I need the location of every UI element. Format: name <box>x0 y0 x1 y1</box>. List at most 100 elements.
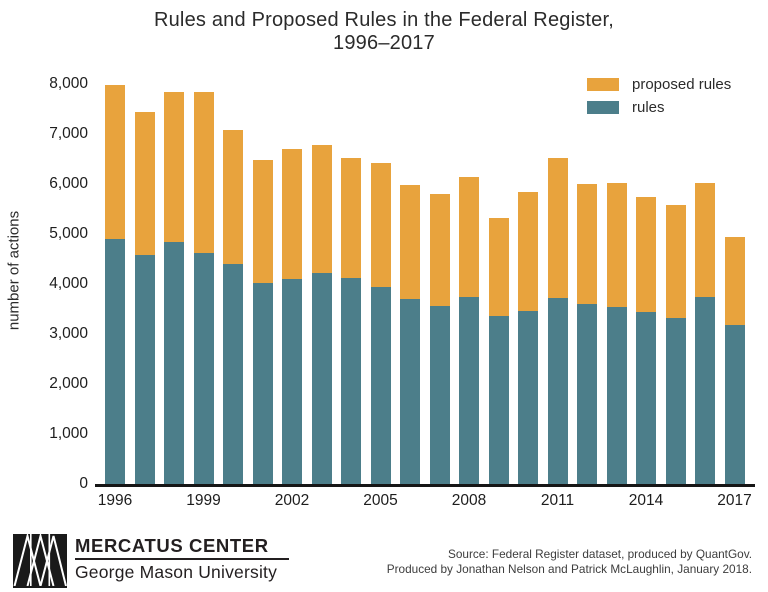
bar-segment-rules-2013 <box>606 307 627 484</box>
bar-2012 <box>577 183 597 484</box>
bar-segment-proposed-2016 <box>695 183 715 297</box>
bar-segment-proposed-2005 <box>370 163 391 287</box>
x-tick-2017: 2017 <box>717 492 752 509</box>
bar-2006 <box>400 184 420 484</box>
bar-segment-proposed-1996 <box>105 85 125 239</box>
bar-1997 <box>134 111 155 484</box>
plot-area <box>97 84 753 484</box>
bar-segment-rules-2001 <box>252 282 273 484</box>
bar-segment-rules-2006 <box>400 298 420 484</box>
x-tick-2011: 2011 <box>540 492 575 509</box>
bar-segment-rules-1998 <box>164 241 184 484</box>
legend-item-proposed-rules: proposed rules <box>587 77 731 92</box>
bar-2002 <box>282 149 302 484</box>
brand-divider <box>75 558 289 560</box>
y-tick-8000: 8,000 <box>49 75 88 92</box>
bar-segment-rules-2015 <box>665 317 686 484</box>
x-tick-2014: 2014 <box>628 492 664 509</box>
bar-segment-rules-2008 <box>459 297 479 484</box>
bar-1996 <box>105 85 125 484</box>
bar-2000 <box>223 130 243 484</box>
bar-segment-proposed-2017 <box>724 236 745 325</box>
chart-title: Rules and Proposed Rules in the Federal … <box>0 9 768 55</box>
bar-2015 <box>665 205 686 484</box>
y-tick-1000: 1,000 <box>49 425 88 442</box>
chart-title-line2: 1996–2017 <box>333 32 435 54</box>
bar-segment-proposed-2011 <box>547 157 568 298</box>
bar-2017 <box>724 236 745 484</box>
bar-1998 <box>164 92 184 484</box>
bar-segment-rules-2000 <box>223 264 243 484</box>
legend-swatch-icon <box>587 78 619 91</box>
x-tick-1999: 1999 <box>186 492 221 509</box>
source-line1: Source: Federal Register dataset, produc… <box>447 547 752 561</box>
y-axis-label: number of actions <box>5 210 23 331</box>
bar-segment-proposed-2007 <box>429 193 450 306</box>
brand-university: George Mason University <box>75 562 278 582</box>
legend-swatch-icon <box>587 101 619 114</box>
bar-2004 <box>341 158 361 484</box>
bar-segment-rules-2009 <box>488 315 509 484</box>
bar-segment-proposed-2004 <box>341 158 361 278</box>
bar-segment-proposed-2015 <box>665 205 686 318</box>
legend-label: proposed rules <box>632 76 732 93</box>
y-tick-6000: 6,000 <box>49 175 88 192</box>
bar-2016 <box>695 183 715 484</box>
bar-2001 <box>252 160 273 484</box>
bar-segment-proposed-2000 <box>223 130 243 264</box>
x-tick-2008: 2008 <box>451 492 487 509</box>
bar-segment-proposed-2002 <box>282 149 302 279</box>
y-tick-0: 0 <box>79 475 88 492</box>
chart-title-line1: Rules and Proposed Rules in the Federal … <box>153 9 615 31</box>
bar-segment-proposed-2014 <box>636 197 656 312</box>
bar-segment-proposed-1999 <box>193 92 214 253</box>
y-tick-4000: 4,000 <box>49 275 88 292</box>
bar-segment-rules-2016 <box>695 297 715 484</box>
mercatus-triangles-logo <box>13 534 67 588</box>
bar-segment-proposed-2012 <box>577 183 597 304</box>
bar-segment-rules-2007 <box>429 306 450 484</box>
bar-2009 <box>488 217 509 484</box>
bar-2003 <box>311 145 332 484</box>
bar-2014 <box>636 197 656 484</box>
bar-segment-proposed-2001 <box>252 160 273 283</box>
brand-name: MERCATUS CENTER <box>75 535 269 556</box>
bar-segment-proposed-1998 <box>164 92 184 242</box>
bar-segment-rules-1999 <box>193 253 214 484</box>
bar-segment-rules-2010 <box>518 311 538 484</box>
bar-segment-rules-2014 <box>636 312 656 484</box>
mercatus-brand-block: MERCATUS CENTER George Mason University <box>75 535 305 582</box>
bar-2007 <box>429 193 450 484</box>
bar-segment-rules-2005 <box>370 286 391 484</box>
bar-2008 <box>459 177 479 484</box>
y-tick-5000: 5,000 <box>49 225 88 242</box>
bar-segment-rules-2004 <box>341 277 361 484</box>
bar-segment-rules-2011 <box>547 298 568 484</box>
bar-segment-rules-2002 <box>282 278 302 484</box>
x-axis-line <box>95 484 755 487</box>
bar-segment-proposed-2006 <box>400 184 420 299</box>
x-tick-1996: 1996 <box>97 492 133 509</box>
y-tick-2000: 2,000 <box>49 375 88 392</box>
bar-1999 <box>193 92 214 484</box>
bar-segment-proposed-1997 <box>134 111 155 255</box>
y-tick-7000: 7,000 <box>49 125 88 142</box>
bar-2010 <box>518 192 538 484</box>
bar-segment-proposed-2013 <box>606 182 627 307</box>
bar-2013 <box>606 182 627 484</box>
bar-segment-rules-2017 <box>724 325 745 484</box>
bar-segment-rules-1996 <box>105 239 125 484</box>
y-tick-3000: 3,000 <box>49 325 88 342</box>
x-tick-2002: 2002 <box>274 492 310 509</box>
legend-item-rules: rules <box>587 100 731 115</box>
legend-label: rules <box>632 99 665 116</box>
bar-segment-proposed-2008 <box>459 177 479 297</box>
bar-2005 <box>370 163 391 484</box>
bar-segment-proposed-2009 <box>488 217 509 316</box>
bar-segment-proposed-2003 <box>311 145 332 273</box>
bar-segment-proposed-2010 <box>518 192 538 311</box>
bar-segment-rules-2012 <box>577 304 597 484</box>
x-tick-2005: 2005 <box>363 492 398 509</box>
bar-2011 <box>547 157 568 484</box>
